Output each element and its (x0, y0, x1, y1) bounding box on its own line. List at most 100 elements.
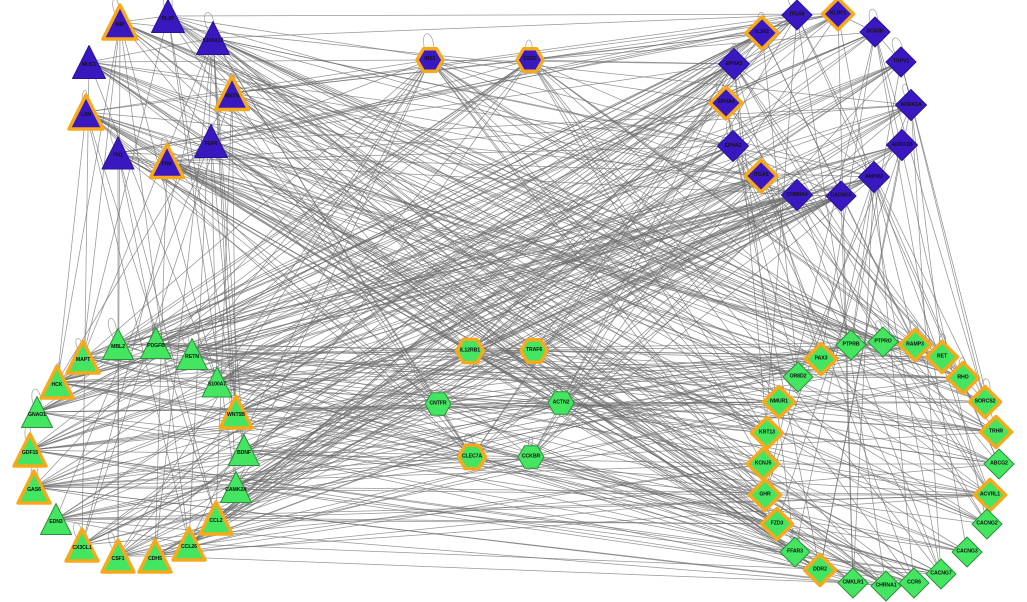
graph-node-epha4[interactable]: EPHA4 (707, 84, 746, 123)
graph-edge (154, 494, 766, 557)
graph-node-chrna4[interactable]: CHRNA4 (781, 179, 814, 212)
graph-node-ccl26[interactable]: CCL26 (170, 525, 209, 564)
graph-node-trpv1[interactable]: TRPV1 (885, 46, 917, 78)
graph-edge (36, 402, 562, 413)
graph-node-fn1[interactable]: FN1 (101, 136, 135, 170)
graph-edge (117, 32, 763, 345)
graph-node-amhr2[interactable]: AMHR2 (858, 161, 891, 194)
graph-node-cx3cl1[interactable]: CX3CL1 (63, 526, 102, 565)
graph-edge (530, 456, 942, 575)
graph-edge (560, 402, 778, 525)
graph-node-pdgfb[interactable]: PDGFB (140, 327, 173, 360)
graph-edge (533, 350, 915, 584)
graph-edge (210, 140, 535, 352)
graph-node-ddr2[interactable]: DDR2 (801, 551, 839, 589)
graph-edge (212, 14, 798, 39)
graph-node-mbl2[interactable]: MBL2 (102, 328, 135, 361)
graph-edge (873, 176, 1000, 465)
graph-node-clec7a[interactable]: CLEC7A (455, 440, 489, 474)
graph-node-scn3b[interactable]: SCN3B (859, 16, 891, 48)
graph-edge (166, 145, 734, 162)
graph-node-irs1[interactable]: IRS1 (414, 44, 447, 77)
graph-edge (732, 145, 988, 525)
graph-node-frk[interactable]: FRK (147, 141, 187, 181)
graph-node-cdh5[interactable]: CDH5 (136, 537, 175, 576)
graph-node-fgf6[interactable]: FGF6 (194, 124, 229, 159)
graph-node-gdf15[interactable]: GDF15 (11, 431, 50, 470)
graph-edge (235, 411, 766, 496)
graph-edge (81, 350, 471, 546)
graph-edge (55, 518, 190, 545)
graph-edge (469, 195, 842, 352)
graph-edge (560, 401, 780, 404)
graph-node-s100a12[interactable]: S100A12 (196, 21, 231, 56)
graph-edge (82, 356, 964, 379)
graph-edge (29, 341, 884, 451)
graph-edge (82, 356, 473, 458)
graph-node-esr2[interactable]: ESR2 (514, 44, 547, 77)
graph-edge (29, 145, 734, 451)
graph-node-trhr[interactable]: TRHR (977, 413, 1015, 451)
graph-node-cckbr[interactable]: CCKBR (517, 443, 545, 471)
graph-edge (874, 31, 988, 525)
graph-node-wnt5b[interactable]: WNT5B (217, 393, 256, 432)
graph-edge (437, 403, 796, 553)
graph-node-adra1a[interactable]: ADRA1A (895, 89, 928, 122)
graph-edge (82, 31, 876, 358)
graph-node-lxn[interactable]: LXN (66, 92, 107, 133)
graph-node-cacng5[interactable]: CACNG5 (825, 180, 857, 212)
graph-edge (437, 341, 884, 405)
graph-node-ptpro[interactable]: PTPRO (867, 326, 899, 358)
graph-edge (873, 176, 915, 584)
graph-edge (33, 344, 916, 488)
graph-edge (471, 344, 852, 458)
graph-node-itga5[interactable]: ITGA5 (742, 157, 781, 196)
graph-edge (117, 152, 157, 344)
graph-edge (56, 194, 798, 383)
graph-edge (33, 486, 766, 496)
graph-edge (55, 517, 217, 520)
graph-node-gnao1[interactable]: GNAO1 (21, 396, 54, 429)
graph-node-cmklr1[interactable]: CMKLR1 (837, 567, 869, 599)
graph-edge (469, 350, 964, 379)
graph-edge (88, 61, 822, 360)
graph-node-plat[interactable]: PLAT (151, 0, 186, 34)
graph-edge (56, 111, 87, 383)
graph-edge (533, 350, 997, 433)
graph-node-epha5[interactable]: EPHA5 (718, 48, 751, 81)
graph-edge (55, 402, 562, 520)
graph-node-traf6[interactable]: TRAF6 (518, 335, 551, 368)
graph-edge (560, 63, 735, 404)
graph-edge (29, 144, 903, 451)
graph-node-gas6[interactable]: GAS6 (15, 468, 54, 507)
graph-node-actn2[interactable]: ACTN2 (547, 389, 575, 417)
graph-node-il12rb1[interactable]: IL12RB1 (453, 334, 487, 368)
graph-edge (119, 21, 912, 106)
graph-node-mip[interactable]: MIP (100, 2, 141, 43)
graph-edge (56, 381, 473, 458)
graph-edge (29, 13, 839, 451)
graph-edge (429, 59, 852, 346)
graph-edge (840, 195, 854, 584)
graph-node-klrf1[interactable]: KLRF1 (819, 0, 857, 33)
graph-node-ccr6[interactable]: CCR6 (898, 567, 930, 599)
graph-edge (36, 145, 734, 413)
graph-node-muc1[interactable]: MUC1 (72, 45, 107, 80)
graph-edge (33, 350, 535, 488)
graph-edge (529, 59, 735, 65)
graph-edge (216, 195, 842, 383)
graph-edge (82, 104, 912, 358)
graph-node-itga8[interactable]: ITGA8 (781, 0, 813, 31)
graph-node-bdnf[interactable]: BDNF (228, 434, 261, 467)
graph-node-csf1[interactable]: CSF1 (99, 537, 138, 576)
graph-edge (471, 456, 942, 575)
graph-node-cntfr[interactable]: CNTFR (424, 390, 452, 418)
graph-edge (529, 32, 763, 61)
graph-node-mstn[interactable]: MSTN (212, 73, 252, 113)
graph-edge (119, 21, 471, 352)
graph-edge (166, 59, 531, 162)
graph-edge (796, 194, 942, 575)
graph-node-adra1b[interactable]: ADRA1B (886, 129, 919, 162)
graph-edge (56, 21, 121, 383)
